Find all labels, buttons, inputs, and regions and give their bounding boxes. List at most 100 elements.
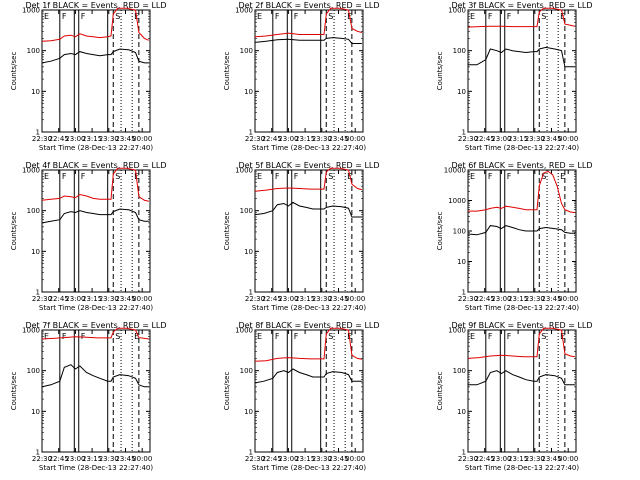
events-series-line [41, 48, 149, 64]
x-tick-label: 23:30 [99, 135, 119, 143]
y-tick-label: 1000 [22, 167, 40, 175]
plot-frame [41, 329, 151, 453]
x-tick-label: 23:30 [525, 455, 545, 463]
x-tick-label: 23:30 [312, 295, 332, 303]
y-tick-label: 10 [244, 248, 253, 256]
panel-title: Det 7f BLACK = Events, RED = LLD [25, 321, 166, 330]
lld-series-line [467, 327, 575, 359]
line-marker-label: S [115, 12, 120, 21]
y-tick-label: 10 [31, 88, 40, 96]
line-marker-label: F [488, 12, 493, 21]
plot-frame [467, 169, 577, 293]
plot-frame [467, 9, 577, 133]
y-tick-label: 1 [462, 289, 466, 297]
plot-frame [254, 329, 364, 453]
events-series-line [468, 370, 575, 386]
line-marker-label: F [488, 332, 493, 341]
line-marker-label: F [294, 12, 299, 21]
panel-4: Det 4f BLACK = Events, RED = LLD 1 10 100 10… [10, 161, 167, 312]
x-tick-label: 23:00 [278, 295, 298, 303]
line-marker-label: S [115, 172, 120, 181]
panel-1: Det 1f BLACK = Events, RED = LLD 1 10 100 10… [10, 1, 167, 152]
y-tick-label: 1000 [235, 167, 253, 175]
x-tick-label: 22:45 [49, 135, 69, 143]
x-tick-label: 00:00 [345, 455, 365, 463]
line-marker-label: F [81, 172, 86, 181]
y-tick-label: 10 [31, 248, 40, 256]
y-tick-label: 10 [244, 408, 253, 416]
x-tick-label: 23:45 [328, 455, 348, 463]
x-tick-label: 22:30 [245, 135, 265, 143]
x-tick-label: 23:15 [508, 295, 528, 303]
y-tick-label: 1 [462, 129, 466, 137]
panel-title: Det 6f BLACK = Events, RED = LLD [451, 161, 592, 170]
line-marker-label: F [507, 172, 512, 181]
x-tick-label: 23:00 [278, 135, 298, 143]
line-marker-label: S [328, 12, 333, 21]
x-tick-label: 22:30 [245, 295, 265, 303]
x-axis-label: Start Time (28-Dec-13 22:27:40) [252, 304, 366, 312]
panel-title: Det 4f BLACK = Events, RED = LLD [25, 161, 166, 170]
line-marker-label: S [328, 332, 333, 341]
y-axis-label: Counts/sec [223, 212, 231, 251]
events-series-line [254, 201, 362, 218]
line-marker-label: F [275, 172, 280, 181]
panel-title: Det 9f BLACK = Events, RED = LLD [451, 321, 592, 330]
line-marker-label: F [81, 332, 86, 341]
x-tick-label: 23:15 [508, 455, 528, 463]
plot-frame [254, 169, 364, 293]
y-tick-label: 10 [31, 408, 40, 416]
x-tick-label: 23:30 [525, 135, 545, 143]
x-tick-label: 23:30 [525, 295, 545, 303]
x-axis-label: Start Time (28-Dec-13 22:27:40) [465, 304, 579, 312]
x-axis-label: Start Time (28-Dec-13 22:27:40) [39, 144, 153, 152]
x-axis-label: Start Time (28-Dec-13 22:27:40) [39, 464, 153, 472]
x-tick-label: 23:45 [115, 455, 135, 463]
line-marker-label: F [294, 332, 299, 341]
x-tick-label: 23:00 [278, 455, 298, 463]
x-tick-label: 22:30 [458, 135, 478, 143]
x-tick-label: 23:15 [295, 135, 315, 143]
x-tick-label: 00:00 [558, 135, 578, 143]
x-tick-label: 22:45 [475, 295, 495, 303]
events-series-line [468, 46, 575, 68]
y-tick-label: 1000 [235, 7, 253, 15]
x-axis-label: Start Time (28-Dec-13 22:27:40) [39, 304, 153, 312]
lld-series-line [254, 7, 363, 38]
line-marker-label: E [470, 332, 475, 341]
panel-6: Det 6f BLACK = Events, RED = LLD 1 10 100 10… [436, 161, 593, 312]
x-tick-label: 23:15 [508, 135, 528, 143]
line-marker-label: F [275, 12, 280, 21]
x-tick-label: 22:45 [49, 295, 69, 303]
x-tick-label: 23:45 [115, 135, 135, 143]
y-axis-label: Counts/sec [223, 52, 231, 91]
line-marker-label: E [257, 12, 262, 21]
panel-title: Det 3f BLACK = Events, RED = LLD [451, 1, 592, 10]
x-tick-label: 00:00 [345, 295, 365, 303]
y-tick-label: 100 [27, 47, 40, 55]
x-tick-label: 23:45 [541, 135, 561, 143]
plot-frame [41, 9, 151, 133]
events-series-line [254, 368, 362, 384]
line-marker-label: E [560, 172, 565, 181]
line-marker-label: F [507, 332, 512, 341]
panel-2: Det 2f BLACK = Events, RED = LLD 1 10 100 10… [223, 1, 380, 152]
y-tick-label: 100 [453, 228, 466, 236]
line-marker-label: S [541, 12, 546, 21]
panel-title: Det 2f BLACK = Events, RED = LLD [238, 1, 379, 10]
plot-frame [41, 169, 151, 293]
y-tick-label: 10 [457, 258, 466, 266]
x-tick-label: 00:00 [558, 295, 578, 303]
line-marker-label: F [507, 12, 512, 21]
x-tick-label: 23:15 [295, 295, 315, 303]
x-tick-label: 23:45 [328, 135, 348, 143]
x-axis-label: Start Time (28-Dec-13 22:27:40) [252, 144, 366, 152]
y-axis-label: Counts/sec [436, 212, 444, 251]
plot-frame [467, 329, 577, 453]
x-tick-label: 23:15 [295, 455, 315, 463]
y-tick-label: 10000 [444, 167, 466, 175]
line-marker-label: E [44, 12, 49, 21]
line-marker-label: E [470, 12, 475, 21]
lld-series-line [41, 7, 150, 42]
events-series-line [254, 37, 362, 44]
